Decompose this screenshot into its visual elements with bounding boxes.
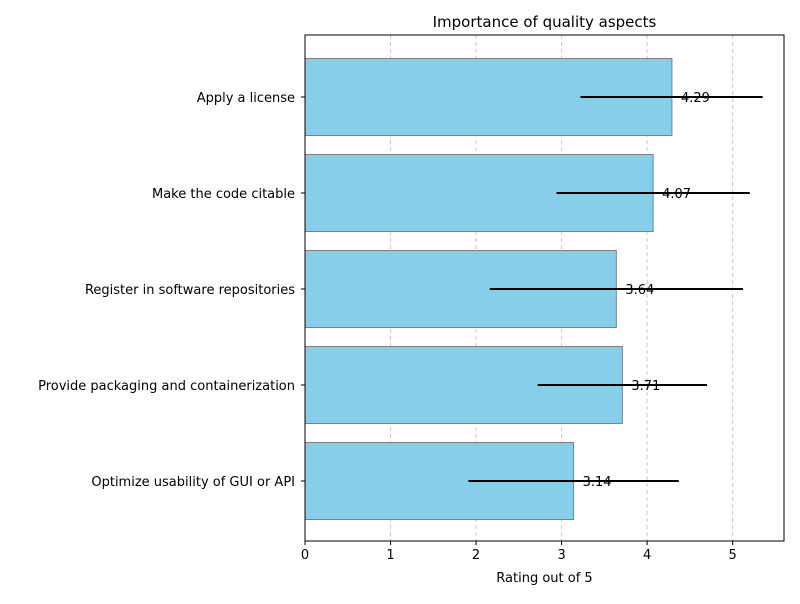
x-tick-label: 4 [643,548,651,563]
value-label: 4.07 [662,187,691,202]
y-tick-label: Apply a license [197,91,295,106]
x-axis-ticks: 0 1 2 3 4 5 [301,541,737,563]
y-tick-label: Optimize usability of GUI or API [91,475,295,490]
plot-frame [304,34,785,542]
x-tick-label: 0 [301,548,309,563]
x-tick-label: 2 [472,548,480,563]
value-label: 3.71 [631,379,660,394]
y-tick-label: Provide packaging and containerization [38,379,295,394]
value-label: 3.14 [583,475,612,490]
y-tick-label: Make the code citable [152,187,295,202]
y-axis-ticks: Apply a license Make the code citable Regi… [38,91,305,490]
x-axis-label: Rating out of 5 [496,571,592,586]
error-bars [468,96,763,482]
value-labels: 4.29 4.07 3.64 3.71 3.14 [583,91,710,490]
value-label: 4.29 [681,91,710,106]
x-tick-label: 1 [386,548,394,563]
x-tick-label: 5 [729,548,737,563]
x-tick-label: 3 [557,548,565,563]
chart-title: Importance of quality aspects [433,13,657,31]
y-tick-label: Register in software repositories [85,283,295,298]
value-label: 3.64 [625,283,654,298]
